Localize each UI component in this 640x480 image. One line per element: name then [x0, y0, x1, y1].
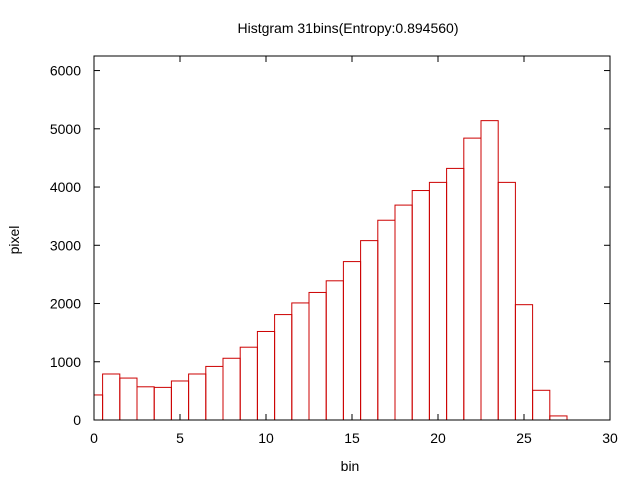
histogram-bar: [274, 314, 293, 421]
histogram-bar: [532, 389, 551, 421]
histogram-bar: [428, 181, 448, 421]
histogram-bar: [205, 365, 224, 421]
histogram-bar: [463, 137, 482, 421]
histogram-bar: [342, 261, 362, 421]
histogram-bar: [239, 346, 258, 421]
x-tick-label: 15: [344, 430, 360, 446]
chart-title: Histgram 31bins(Entropy:0.894560): [237, 20, 458, 36]
y-tick-label: 3000: [50, 237, 81, 253]
y-tick-label: 6000: [50, 63, 81, 79]
histogram-bar: [480, 120, 499, 421]
x-tick-label: 5: [176, 430, 184, 446]
y-tick-label: 5000: [50, 121, 81, 137]
histogram-bar: [222, 357, 241, 421]
y-tick-label: 2000: [50, 296, 81, 312]
histogram-bar: [93, 394, 104, 421]
x-tick-label: 20: [430, 430, 446, 446]
histogram-bar: [256, 330, 276, 421]
y-tick-label: 4000: [50, 179, 81, 195]
y-axis-label: pixel: [6, 226, 22, 255]
histogram-bar: [360, 240, 379, 421]
histogram-bar: [188, 373, 207, 421]
histogram-bar: [514, 304, 534, 421]
histogram-bar: [549, 415, 568, 421]
x-tick-label: 10: [258, 430, 274, 446]
histogram-bar: [446, 167, 465, 421]
y-tick-label: 0: [73, 412, 81, 428]
y-tick-label: 1000: [50, 354, 81, 370]
histogram-bar: [377, 219, 396, 421]
histogram-bar: [497, 181, 516, 421]
histogram-bar: [411, 190, 430, 421]
histogram-bar: [394, 204, 413, 421]
histogram-bar: [153, 386, 172, 421]
histogram-bar: [102, 373, 121, 421]
histogram-bar: [119, 377, 138, 421]
bars-group: [93, 120, 568, 421]
histogram-bar: [291, 302, 310, 421]
histogram-bar: [325, 280, 344, 421]
x-tick-label: 30: [602, 430, 618, 446]
x-axis-label: bin: [341, 458, 360, 474]
x-tick-label: 0: [90, 430, 98, 446]
histogram-bar: [136, 386, 155, 421]
histogram-bar: [308, 291, 327, 421]
axes-group: 0 5 10 15 20 25 30 0 1000 2000 3000 4000 5000 6000: [50, 55, 618, 446]
x-tick-label: 25: [516, 430, 532, 446]
